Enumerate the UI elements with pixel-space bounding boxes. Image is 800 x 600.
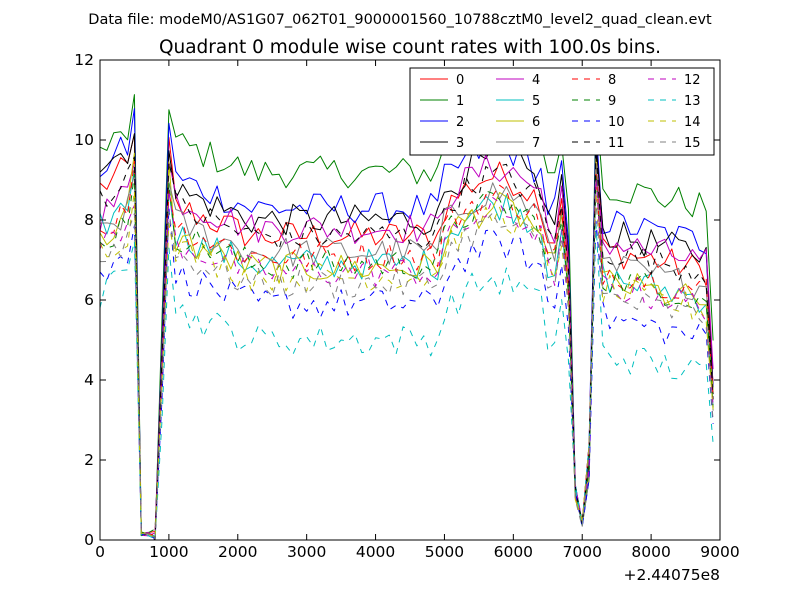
legend-label-5: 5 bbox=[532, 94, 540, 109]
x-tick-label: 8000 bbox=[631, 543, 670, 561]
series-line-12 bbox=[99, 178, 714, 538]
x-tick-label: 9000 bbox=[700, 543, 739, 561]
plot-lines bbox=[99, 94, 714, 541]
legend-label-10: 10 bbox=[608, 115, 625, 130]
series-line-1 bbox=[99, 94, 714, 539]
x-tick-label: 7000 bbox=[562, 543, 601, 561]
y-tick-label: 12 bbox=[74, 51, 94, 69]
x-offset-label: +2.44075e8 bbox=[624, 566, 720, 584]
series-line-11 bbox=[99, 150, 714, 541]
series-line-13 bbox=[99, 223, 714, 540]
series-line-4 bbox=[99, 154, 714, 537]
x-tick-label: 2000 bbox=[218, 543, 257, 561]
legend-label-13: 13 bbox=[684, 94, 701, 109]
legend-label-6: 6 bbox=[532, 115, 540, 130]
y-tick-label: 4 bbox=[84, 371, 94, 389]
legend-label-7: 7 bbox=[532, 136, 540, 151]
figure-suptitle: Data file: modeM0/AS1G07_062T01_90000015… bbox=[88, 12, 712, 28]
legend-label-3: 3 bbox=[456, 136, 464, 151]
chart-title: Quadrant 0 module wise count rates with … bbox=[159, 37, 661, 58]
series-line-3 bbox=[99, 133, 714, 539]
legend-label-9: 9 bbox=[608, 94, 616, 109]
legend-label-11: 11 bbox=[608, 136, 625, 151]
series-line-7 bbox=[99, 164, 714, 539]
legend-label-4: 4 bbox=[532, 73, 540, 88]
x-tick-label: 6000 bbox=[494, 543, 533, 561]
x-tick-label: 5000 bbox=[425, 543, 464, 561]
series-line-14 bbox=[99, 190, 714, 539]
series-line-2 bbox=[99, 108, 714, 538]
y-tick-label: 2 bbox=[84, 451, 94, 469]
x-tick-label: 0 bbox=[95, 543, 105, 561]
x-axis: 0 1000 2000 3000 4000 5000 6000 7000 8000 9000 bbox=[95, 60, 740, 561]
y-tick-label: 0 bbox=[84, 531, 94, 549]
series-line-15 bbox=[99, 199, 714, 540]
legend-label-2: 2 bbox=[456, 115, 464, 130]
y-tick-label: 10 bbox=[74, 131, 94, 149]
legend-label-14: 14 bbox=[684, 115, 701, 130]
legend-label-0: 0 bbox=[456, 73, 464, 88]
x-tick-label: 4000 bbox=[356, 543, 395, 561]
y-tick-label: 6 bbox=[84, 291, 94, 309]
x-tick-label: 3000 bbox=[287, 543, 326, 561]
x-tick-label: 1000 bbox=[149, 543, 188, 561]
legend-label-15: 15 bbox=[684, 136, 701, 151]
series-line-6 bbox=[99, 152, 714, 539]
legend-box bbox=[409, 67, 715, 156]
legend-label-8: 8 bbox=[608, 73, 616, 88]
legend-label-12: 12 bbox=[684, 73, 701, 88]
legend-label-1: 1 bbox=[456, 94, 464, 109]
series-line-9 bbox=[99, 173, 714, 537]
y-tick-label: 8 bbox=[84, 211, 94, 229]
